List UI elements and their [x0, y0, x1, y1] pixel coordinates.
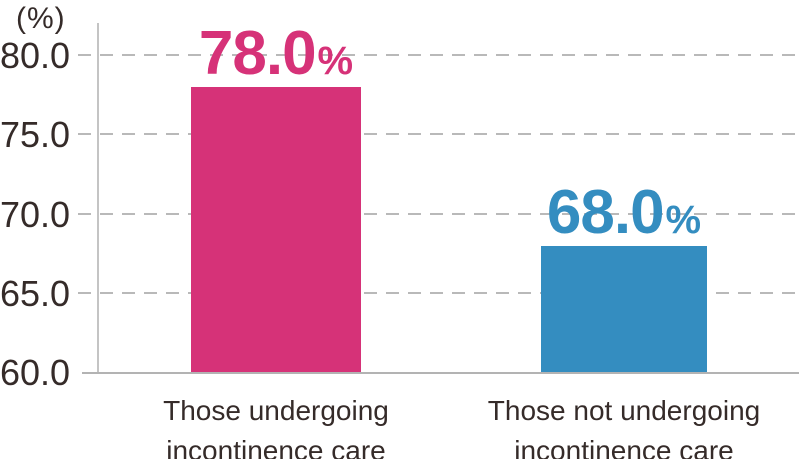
- bar-undergoing-care: [191, 86, 361, 373]
- y-tick-label-75: 75.0: [0, 114, 71, 155]
- gridline-70: [78, 213, 799, 215]
- y-axis-line: [97, 23, 99, 374]
- bar-not-undergoing-care: [541, 245, 707, 373]
- gridline-75: [78, 133, 799, 135]
- y-tick-label-80: 80.0: [0, 35, 71, 76]
- y-tick-label-70: 70.0: [0, 194, 71, 235]
- gridline-80: [78, 54, 799, 56]
- category-label-undergoing-care: Those undergoing incontinence care: [96, 391, 456, 459]
- category-line-2: incontinence care: [514, 435, 734, 459]
- percent-sign: %: [317, 38, 354, 83]
- category-label-not-undergoing-care: Those not undergoing incontinence care: [444, 391, 799, 459]
- value-label-not-undergoing-care: 68.0 %: [546, 177, 702, 247]
- category-line-2: incontinence care: [166, 435, 386, 459]
- value-label-undergoing-care: 78.0 %: [198, 18, 354, 88]
- bar-group-not-undergoing-care: 68.0 % Those not undergoing incontinence…: [444, 0, 799, 459]
- value-number: 78.0: [198, 18, 317, 88]
- category-line-1: Those not undergoing: [487, 395, 761, 426]
- category-line-1: Those undergoing: [163, 395, 389, 426]
- x-axis-baseline: [82, 372, 799, 374]
- y-tick-label-60: 60.0: [0, 352, 71, 393]
- bar-group-undergoing-care: 78.0 % Those undergoing incontinence car…: [96, 0, 456, 459]
- gridline-65: [78, 292, 799, 294]
- value-number: 68.0: [546, 177, 665, 247]
- y-tick-label-65: 65.0: [0, 273, 71, 314]
- percent-sign: %: [665, 197, 702, 242]
- y-axis-unit-label: (%): [16, 2, 66, 35]
